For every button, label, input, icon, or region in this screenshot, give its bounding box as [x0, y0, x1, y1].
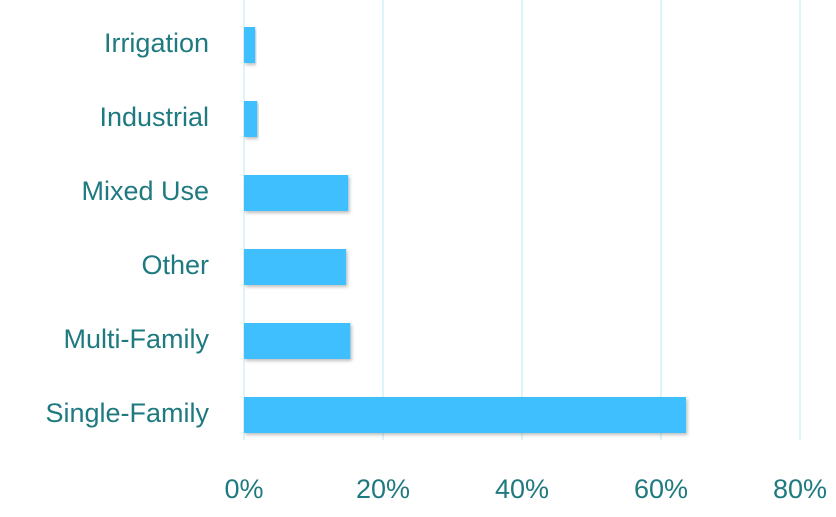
x-tick-label: 40%: [495, 474, 549, 504]
y-tick-label: Irrigation: [104, 28, 209, 58]
bar: [244, 175, 349, 211]
y-tick-label: Single-Family: [45, 398, 209, 428]
bar: [244, 27, 256, 63]
x-tick-label: 80%: [773, 474, 827, 504]
x-tick-label: 20%: [356, 474, 410, 504]
y-tick-label: Industrial: [99, 102, 209, 132]
bar: [244, 323, 351, 359]
y-tick-label: Multi-Family: [64, 324, 210, 354]
x-tick-label: 60%: [634, 474, 688, 504]
bar: [244, 249, 347, 285]
bar: [244, 101, 258, 137]
x-tick-label: 0%: [224, 474, 263, 504]
bar: [244, 397, 687, 433]
y-tick-label: Mixed Use: [81, 176, 209, 206]
y-tick-label: Other: [141, 250, 209, 280]
